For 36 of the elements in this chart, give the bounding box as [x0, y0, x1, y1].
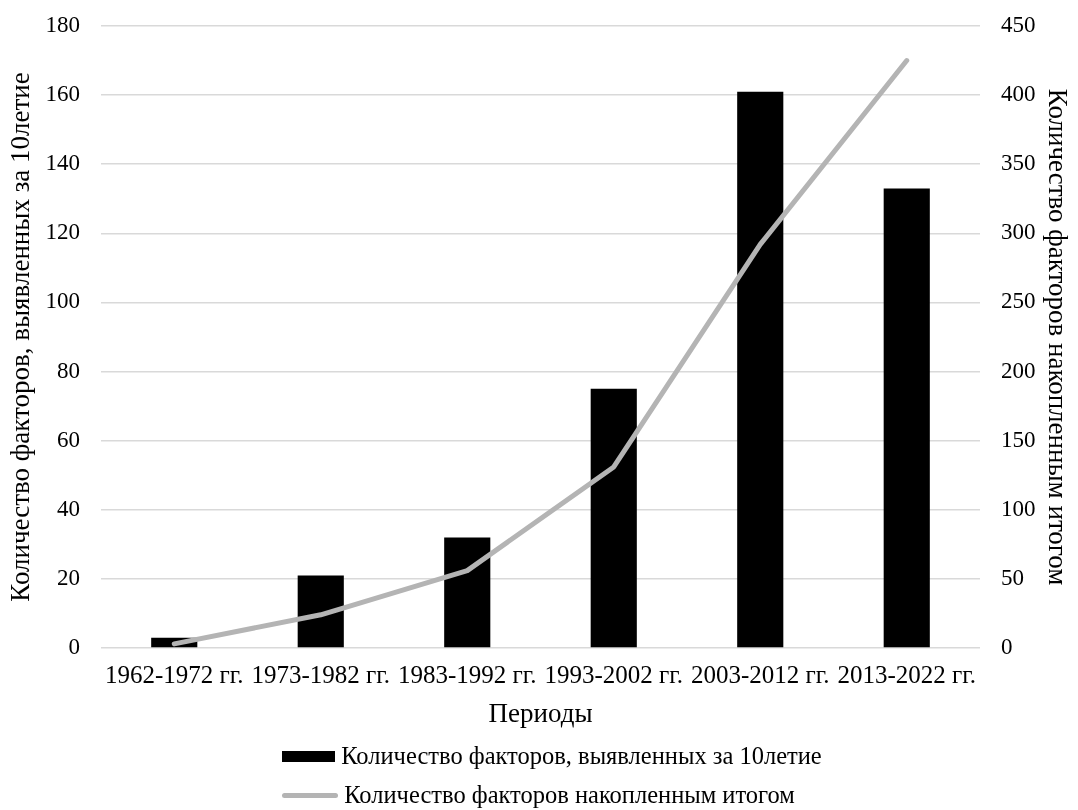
y-axis-title: Количество факторов, выявленных за 10летие: [4, 72, 35, 602]
y2-tick-label: 450: [1001, 12, 1036, 38]
y-tick-label: 140: [45, 150, 80, 176]
bar: [737, 91, 784, 648]
y2-tick-label: 100: [1001, 495, 1036, 521]
x-tick-label: 2013-2022 гг.: [837, 660, 977, 688]
x-tick-label: 1962-1972 гг.: [104, 660, 244, 688]
y-tick-label: 60: [57, 426, 80, 452]
x-axis-title: Периоды: [488, 698, 593, 729]
bar: [297, 575, 344, 648]
bar: [590, 388, 637, 648]
y-tick-label: 100: [45, 288, 80, 314]
x-tick-label: 1993-2002 гг.: [544, 660, 684, 688]
y2-tick-label: 150: [1001, 426, 1036, 452]
y-tick-label: 80: [57, 357, 80, 383]
y2-tick-label: 300: [1001, 219, 1036, 245]
y-tick-label: 0: [68, 634, 80, 660]
x-tick-label: 1983-1992 гг.: [397, 660, 537, 688]
y-tick-label: 180: [45, 12, 80, 38]
y2-tick-label: 350: [1001, 150, 1036, 176]
y-tick-label: 20: [57, 564, 80, 590]
bar: [883, 188, 930, 648]
y2-tick-label: 400: [1001, 81, 1036, 107]
y-tick-label: 40: [57, 495, 80, 521]
y2-axis-title: Количество факторов накопленным итогом: [1043, 88, 1074, 586]
y2-tick-label: 50: [1001, 564, 1024, 590]
y-tick-label: 120: [45, 219, 80, 245]
y2-tick-label: 0: [1001, 634, 1013, 660]
y2-tick-label: 250: [1001, 288, 1036, 314]
legend-label: Количество факторов накопленным итогом: [344, 780, 795, 808]
legend-label: Количество факторов, выявленных за 10летие: [341, 741, 822, 769]
x-tick-label: 1973-1982 гг.: [251, 660, 391, 688]
x-tick-label: 2003-2012 гг.: [690, 660, 830, 688]
y2-tick-label: 200: [1001, 357, 1036, 383]
bar: [444, 537, 491, 648]
y-tick-label: 160: [45, 81, 80, 107]
